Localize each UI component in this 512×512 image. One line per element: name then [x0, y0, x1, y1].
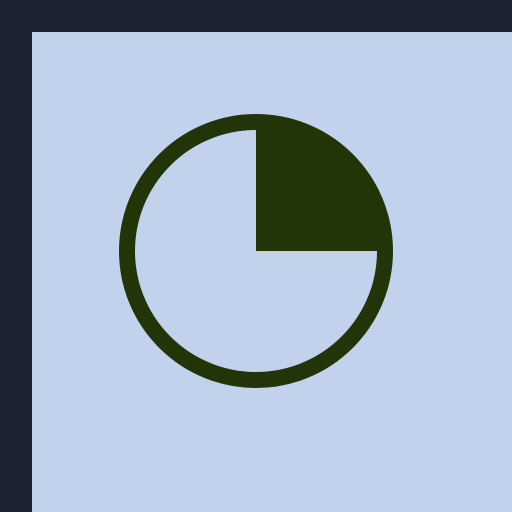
top-bar — [0, 0, 512, 32]
pie-filled-slice — [256, 122, 385, 251]
pie-chart-svg — [119, 114, 393, 388]
content-panel — [32, 32, 512, 512]
pie-chart-icon — [119, 114, 393, 388]
left-sidebar — [0, 0, 32, 512]
